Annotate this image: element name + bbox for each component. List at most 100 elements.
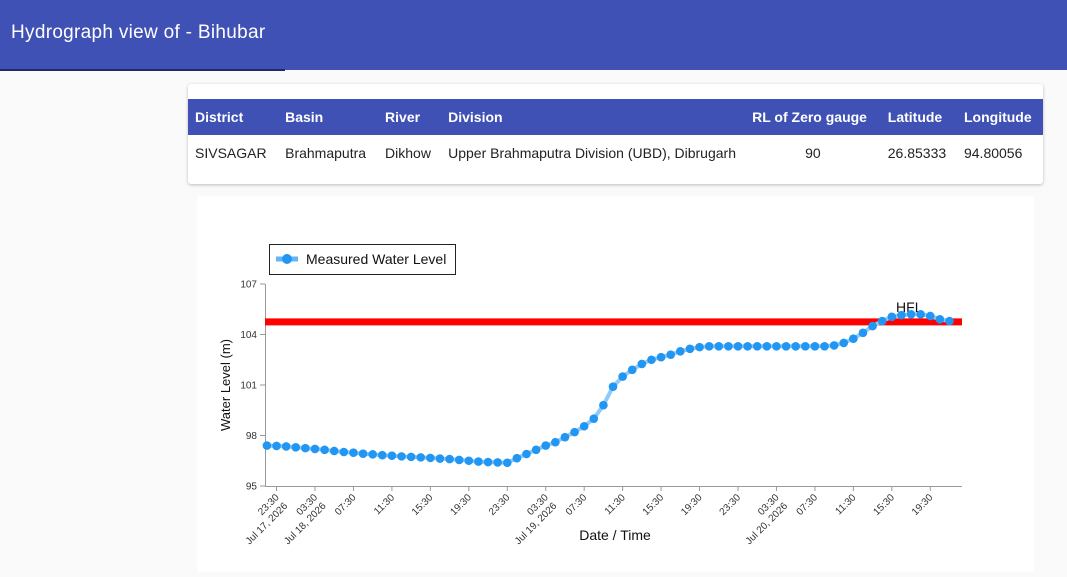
data-point[interactable] <box>762 341 772 351</box>
data-point[interactable] <box>676 347 685 356</box>
column-header-longitude: Longitude <box>956 99 1043 135</box>
data-point[interactable] <box>454 455 464 465</box>
x-tick-label-group: 07:30 <box>564 492 590 518</box>
table-row: SIVSAGAR Brahmaputra Dikhow Upper Brahma… <box>188 135 1043 171</box>
y-tick-label: 107 <box>240 280 257 291</box>
data-point[interactable] <box>627 365 637 375</box>
data-point[interactable] <box>291 442 301 452</box>
data-point[interactable] <box>377 450 387 460</box>
cell-district: SIVSAGAR <box>195 145 267 161</box>
data-point[interactable] <box>608 382 618 391</box>
data-point[interactable] <box>435 454 445 463</box>
data-point[interactable] <box>464 456 474 466</box>
data-point[interactable] <box>656 352 666 362</box>
data-point[interactable] <box>301 443 310 453</box>
column-header-division: Division <box>441 99 746 135</box>
data-point[interactable] <box>868 321 877 331</box>
data-point[interactable] <box>925 311 935 321</box>
data-point[interactable] <box>522 449 531 459</box>
data-point[interactable] <box>531 445 541 455</box>
data-point[interactable] <box>772 341 781 351</box>
data-point[interactable] <box>426 453 435 463</box>
data-point[interactable] <box>281 442 291 451</box>
hfl-label: HFL <box>896 299 923 315</box>
data-point[interactable] <box>906 310 916 319</box>
legend-label: Measured Water Level <box>306 251 446 267</box>
x-tick-label-group: 07:30 <box>795 492 821 518</box>
x-tick-label-group: 11:30 <box>372 492 397 517</box>
data-point[interactable] <box>272 441 281 451</box>
data-point[interactable] <box>474 457 483 466</box>
data-point[interactable] <box>916 310 925 319</box>
cell-rl-zero-gauge: 90 <box>805 145 821 161</box>
data-point[interactable] <box>810 341 820 351</box>
data-point[interactable] <box>599 400 608 410</box>
data-point[interactable] <box>551 437 560 447</box>
data-point[interactable] <box>416 453 426 462</box>
data-point[interactable] <box>791 341 800 351</box>
series-points <box>262 310 954 468</box>
data-point[interactable] <box>714 341 724 351</box>
cell-latitude: 26.85333 <box>887 145 947 161</box>
data-point[interactable] <box>695 342 704 352</box>
data-point[interactable] <box>781 341 791 351</box>
x-tick-label-group: 11:30 <box>603 492 628 517</box>
x-tick-label: 11:30 <box>834 492 859 517</box>
table-header-row: District Basin River Division RL of Zero… <box>188 99 1043 135</box>
y-axis-label: Water Level (m) <box>218 339 233 431</box>
data-point[interactable] <box>445 454 454 464</box>
data-point[interactable] <box>800 341 810 351</box>
data-point[interactable] <box>512 453 522 463</box>
data-point[interactable] <box>502 458 512 468</box>
data-point[interactable] <box>320 445 329 455</box>
data-point[interactable] <box>724 341 733 351</box>
legend-marker-swatch <box>282 254 292 264</box>
data-point[interactable] <box>858 328 868 338</box>
data-point[interactable] <box>666 350 676 359</box>
y-tick-label: 98 <box>246 431 258 442</box>
data-point[interactable] <box>839 338 849 348</box>
data-point[interactable] <box>589 414 599 423</box>
data-point[interactable] <box>647 355 656 365</box>
x-tick-label: 15:30 <box>641 492 667 518</box>
data-point[interactable] <box>560 432 570 442</box>
data-point[interactable] <box>733 341 743 351</box>
data-point[interactable] <box>935 315 945 324</box>
data-point[interactable] <box>368 450 377 459</box>
x-tick-label: 19:30 <box>679 492 705 518</box>
data-point[interactable] <box>685 344 695 354</box>
data-point[interactable] <box>329 446 339 456</box>
data-point[interactable] <box>820 341 829 351</box>
data-point[interactable] <box>877 316 887 326</box>
data-point[interactable] <box>570 427 579 437</box>
data-point[interactable] <box>387 451 397 460</box>
data-point[interactable] <box>618 372 627 381</box>
data-point[interactable] <box>637 359 647 369</box>
data-point[interactable] <box>897 310 906 320</box>
data-point[interactable] <box>262 441 272 450</box>
x-tick-label-group: 19:30 <box>679 492 705 518</box>
data-point[interactable] <box>541 441 551 450</box>
data-point[interactable] <box>945 316 954 326</box>
data-point[interactable] <box>339 447 349 457</box>
data-point[interactable] <box>349 448 358 457</box>
data-point[interactable] <box>493 458 502 467</box>
series-line-measured-water-level <box>266 312 950 465</box>
data-point[interactable] <box>849 334 858 344</box>
data-point[interactable] <box>310 444 320 454</box>
data-point[interactable] <box>579 421 589 431</box>
data-point[interactable] <box>743 341 752 351</box>
data-point[interactable] <box>483 457 493 467</box>
data-point[interactable] <box>704 341 714 351</box>
data-point[interactable] <box>752 341 762 351</box>
data-point[interactable] <box>358 449 368 458</box>
data-point[interactable] <box>406 452 416 462</box>
data-point[interactable] <box>397 452 406 461</box>
cell-division: Upper Brahmaputra Division (UBD), Dibrug… <box>448 145 736 161</box>
x-tick-label-group: 19:30 <box>910 492 936 518</box>
data-point[interactable] <box>887 312 897 322</box>
data-point[interactable] <box>829 341 839 350</box>
cell-basin: Brahmaputra <box>285 145 367 161</box>
chart-legend[interactable]: Measured Water Level <box>269 244 456 275</box>
